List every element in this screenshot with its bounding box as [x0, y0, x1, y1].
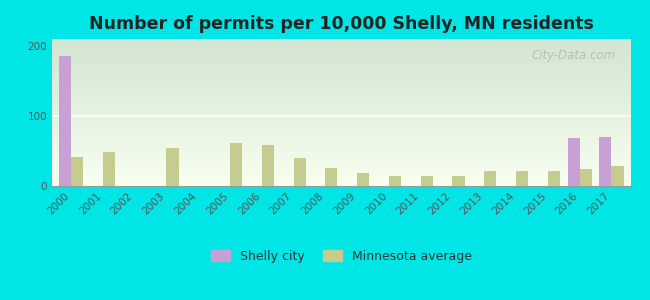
Bar — [103, 152, 115, 186]
Bar — [452, 176, 465, 186]
Bar — [548, 171, 560, 186]
Bar — [357, 173, 369, 186]
Bar — [71, 157, 83, 186]
Bar — [612, 167, 623, 186]
Bar — [516, 171, 528, 186]
Bar — [389, 176, 401, 186]
Bar — [294, 158, 306, 186]
Bar — [262, 146, 274, 186]
Bar — [166, 148, 179, 186]
Title: Number of permits per 10,000 Shelly, MN residents: Number of permits per 10,000 Shelly, MN … — [89, 15, 593, 33]
Bar — [59, 56, 71, 186]
Bar — [580, 169, 592, 186]
Bar — [567, 138, 580, 186]
Legend: Shelly city, Minnesota average: Shelly city, Minnesota average — [206, 245, 476, 268]
Bar — [599, 137, 612, 186]
Bar — [326, 168, 337, 186]
Bar — [421, 176, 433, 186]
Text: City-Data.com: City-Data.com — [532, 49, 616, 62]
Bar — [230, 142, 242, 186]
Bar — [484, 171, 497, 186]
